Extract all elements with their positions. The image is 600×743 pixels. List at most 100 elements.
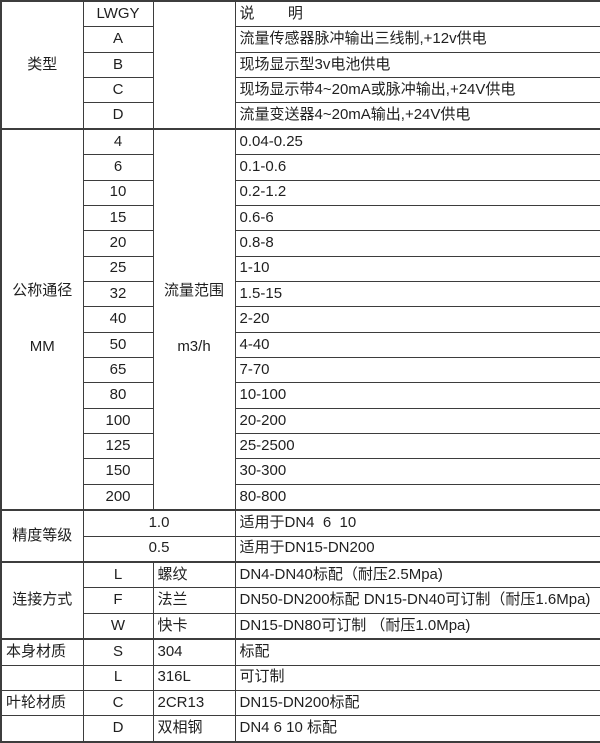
diameter-unit-label: MM	[29, 338, 55, 356]
diameter-size-cell: 32	[82, 281, 154, 308]
flow-range-cell: 0.6-6	[234, 204, 600, 232]
type-code-cell: C	[82, 77, 154, 104]
section-label-type: 类型	[0, 0, 84, 130]
connection-code-cell: F	[82, 587, 154, 614]
connection-name-cell: 法兰	[152, 587, 236, 614]
diameter-size-cell: 40	[82, 306, 154, 333]
table-row: 公称通径 MM 4 流量范围 m3/h 0.04-0.25	[0, 127, 600, 511]
table-row: 20 0.8-8	[1, 230, 600, 257]
connection-desc-cell: DN50-DN200标配 DN15-DN40可订制（耐压1.6Mpa)	[234, 587, 600, 614]
accuracy-desc-cell: 适用于DN15-DN200	[234, 535, 600, 563]
diameter-size-cell: 150	[82, 458, 154, 485]
section-label-impeller-material: 叶轮材质	[0, 689, 84, 717]
flow-range-cell: 25-2500	[234, 433, 600, 460]
table-row: 40 2-20	[1, 306, 600, 333]
connection-code-cell: W	[82, 612, 154, 640]
connection-desc-cell: DN15-DN80可订制 （耐压1.0Mpa)	[234, 612, 600, 640]
connection-name-cell: 快卡	[152, 612, 236, 640]
flow-range-cell: 2-20	[234, 306, 600, 333]
section-label-body-material: 本身材质	[0, 638, 84, 666]
flow-range-cell: 0.2-1.2	[234, 179, 600, 206]
flow-range-cell: 4-40	[234, 331, 600, 359]
diameter-size-cell: 15	[82, 204, 154, 232]
material-code-cell: S	[82, 638, 154, 666]
diameter-size-cell: 20	[82, 230, 154, 257]
type-desc-cell: 流量传感器脉冲输出三线制,+12v供电	[234, 26, 600, 53]
connection-desc-cell: DN4-DN40标配（耐压2.5Mpa)	[234, 561, 600, 589]
table-row: 125 25-2500	[1, 433, 600, 460]
type-code-cell: A	[82, 26, 154, 53]
flow-range-cell: 1.5-15	[234, 281, 600, 308]
table-row: L 316L 可订制	[0, 664, 600, 691]
flow-range-label: 流量范围	[163, 282, 224, 300]
type-desc-cell: 现场显示带4~20mA或脉冲输出,+24V供电	[234, 77, 600, 104]
diameter-size-cell: 6	[82, 154, 154, 181]
material-desc-cell: 可订制	[234, 664, 600, 691]
diameter-size-cell: 80	[82, 382, 154, 409]
accuracy-desc-cell: 适用于DN4 6 10	[234, 509, 600, 537]
flow-range-cell: 20-200	[234, 407, 600, 435]
diameter-size-cell: 125	[82, 433, 154, 460]
diameter-size-cell: 10	[82, 179, 154, 206]
connection-code-cell: L	[82, 561, 154, 589]
material-desc-cell: 标配	[234, 638, 600, 666]
table-row: B 现场显示型3v电池供电	[1, 51, 600, 79]
material-name-cell: 316L	[152, 664, 236, 691]
table-row: 6 0.1-0.6	[1, 154, 600, 181]
diameter-size-cell: 4	[82, 127, 154, 156]
material-name-cell: 304	[152, 638, 236, 666]
table-row: C 现场显示带4~20mA或脉冲输出,+24V供电	[1, 77, 600, 104]
table-row: 50 4-40	[1, 331, 600, 359]
table-row: 65 7-70	[1, 357, 600, 384]
material-code-cell: D	[82, 715, 154, 743]
table-row: W 快卡 DN15-DN80可订制 （耐压1.0Mpa)	[1, 612, 600, 640]
flow-range-label-cell: 流量范围 m3/h	[152, 127, 236, 511]
section-label-diameter: 公称通径 MM	[0, 127, 84, 511]
material-desc-cell: DN15-DN200标配	[234, 689, 600, 717]
flow-range-cell: 30-300	[234, 458, 600, 485]
table-row: F 法兰 DN50-DN200标配 DN15-DN40可订制（耐压1.6Mpa)	[1, 587, 600, 614]
table-row: 25 1-10	[1, 255, 600, 283]
table-row: 32 1.5-15	[1, 281, 600, 308]
table-row: 80 10-100	[1, 382, 600, 409]
type-code-cell: D	[82, 102, 154, 130]
type-desc-cell: 现场显示型3v电池供电	[234, 51, 600, 79]
flow-range-cell: 80-800	[234, 483, 600, 511]
diameter-size-cell: 65	[82, 357, 154, 384]
type-desc-cell: 流量变送器4~20mA输出,+24V供电	[234, 102, 600, 130]
material-label-cell	[0, 664, 84, 691]
section-label-accuracy: 精度等级	[0, 509, 84, 563]
table-row: 0.5 适用于DN15-DN200	[1, 535, 600, 563]
table-row: 10 0.2-1.2	[1, 179, 600, 206]
description-header-cell: 说 明	[234, 0, 600, 28]
table-row: 叶轮材质 C 2CR13 DN15-DN200标配	[0, 689, 600, 717]
table-row: D 流量变送器4~20mA输出,+24V供电	[1, 102, 600, 130]
table-row: 连接方式 L 螺纹 DN4-DN40标配（耐压2.5Mpa)	[0, 561, 600, 640]
diameter-size-cell: 100	[82, 407, 154, 435]
flow-range-cell: 0.04-0.25	[234, 127, 600, 156]
table-row: 100 20-200	[1, 407, 600, 435]
diameter-size-cell: 50	[82, 331, 154, 359]
material-label-cell	[0, 715, 84, 743]
accuracy-value-cell: 1.0	[82, 509, 236, 537]
accuracy-value-cell: 0.5	[82, 535, 236, 563]
diameter-label: 公称通径	[12, 282, 73, 300]
header-row: 类型 LWGY 说 明	[0, 0, 600, 130]
flow-range-cell: 7-70	[234, 357, 600, 384]
flow-range-cell: 0.8-8	[234, 230, 600, 257]
table-row: 本身材质 S 304 标配	[0, 638, 600, 666]
table-row: 精度等级 1.0 适用于DN4 6 10	[0, 509, 600, 563]
empty-spacer-cell	[152, 0, 236, 130]
table-row: A 流量传感器脉冲输出三线制,+12v供电	[1, 26, 600, 53]
material-name-cell: 2CR13	[152, 689, 236, 717]
model-code-cell: LWGY	[82, 0, 154, 28]
material-desc-cell: DN4 6 10 标配	[234, 715, 600, 743]
material-code-cell: L	[82, 664, 154, 691]
section-label-connection: 连接方式	[0, 561, 84, 640]
table-row: 150 30-300	[1, 458, 600, 485]
flow-range-cell: 0.1-0.6	[234, 154, 600, 181]
flow-range-unit: m3/h	[177, 338, 211, 356]
diameter-size-cell: 200	[82, 483, 154, 511]
connection-name-cell: 螺纹	[152, 561, 236, 589]
